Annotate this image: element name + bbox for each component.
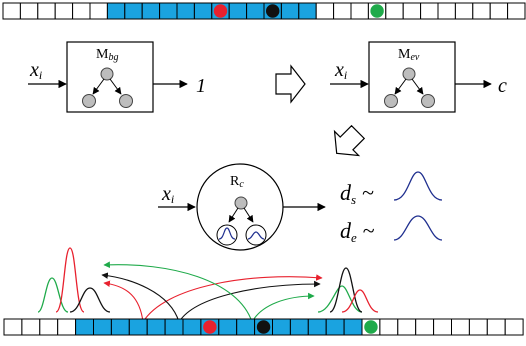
black-marker bbox=[265, 4, 280, 18]
red-marker bbox=[203, 320, 217, 334]
frame-cell bbox=[110, 318, 130, 336]
frame-cell bbox=[325, 318, 345, 336]
regressor-input: xi bbox=[161, 183, 174, 206]
green-marker bbox=[364, 320, 378, 334]
frame-cell bbox=[343, 318, 363, 336]
frame-cell bbox=[333, 2, 352, 20]
gaussian-curve-icon bbox=[218, 227, 236, 240]
gaussian-curve-icon bbox=[393, 215, 443, 241]
frame-cell bbox=[164, 318, 184, 336]
frame-cell bbox=[246, 2, 265, 20]
frame-cell bbox=[468, 318, 488, 336]
frame-cell bbox=[315, 2, 335, 20]
gaussian-curve-icon bbox=[247, 231, 265, 240]
frame-cell bbox=[193, 2, 213, 20]
hollow-right-arrow-icon bbox=[275, 64, 306, 104]
frame-cell bbox=[72, 2, 91, 20]
regressor-leaf-end bbox=[245, 224, 267, 246]
frame-cell bbox=[507, 2, 526, 20]
frame-cell bbox=[54, 2, 74, 20]
frame-cell bbox=[415, 318, 435, 336]
gaussian-curve-icon bbox=[393, 171, 443, 201]
frame-cell bbox=[57, 318, 77, 336]
regressor-leaf-start bbox=[216, 224, 238, 246]
frame-cell bbox=[228, 2, 248, 20]
frame-cell bbox=[385, 2, 404, 20]
model-bg-label: Mbg bbox=[96, 47, 118, 63]
frame-cell bbox=[379, 318, 399, 336]
frame-cell bbox=[182, 318, 202, 336]
frame-cell bbox=[176, 2, 195, 20]
start-distributions bbox=[37, 247, 111, 313]
frame-cell bbox=[397, 318, 417, 336]
regressor-label: Rc bbox=[230, 174, 244, 190]
frame-cell bbox=[124, 2, 143, 20]
frame-cell bbox=[454, 2, 474, 20]
top-frame-strip bbox=[2, 2, 526, 20]
model-ev-block: xi Mev c bbox=[330, 41, 507, 113]
tree-graph-icon bbox=[82, 67, 133, 108]
frame-cell bbox=[451, 318, 470, 336]
frame-cell bbox=[433, 318, 453, 336]
frame-cell bbox=[106, 2, 126, 20]
frame-cell bbox=[350, 2, 369, 20]
frame-cell bbox=[93, 318, 112, 336]
frame-cell bbox=[437, 2, 456, 20]
model-ev-output: c bbox=[498, 75, 507, 97]
frame-cell bbox=[2, 2, 21, 20]
frame-cell bbox=[289, 318, 309, 336]
model-bg-input: xi bbox=[29, 59, 42, 82]
regressor-root-node bbox=[234, 196, 248, 210]
green-marker bbox=[370, 4, 384, 18]
output-ds: ds ~ bbox=[340, 180, 374, 207]
frame-cell bbox=[236, 318, 256, 336]
frame-cell bbox=[218, 318, 238, 336]
black-marker bbox=[256, 320, 271, 334]
model-ev-input: xi bbox=[334, 59, 347, 82]
end-distributions bbox=[317, 267, 379, 313]
frame-cell bbox=[3, 318, 23, 336]
red-marker bbox=[213, 4, 228, 18]
output-de: de ~ bbox=[340, 218, 375, 245]
model-bg-block: xi Mbg 1 bbox=[28, 41, 206, 113]
frame-cell bbox=[37, 2, 56, 20]
frame-cell bbox=[504, 318, 524, 336]
frame-cell bbox=[486, 318, 506, 336]
regressor-block: xi Rc ds ~ de ~ bbox=[158, 163, 443, 251]
frame-cell bbox=[128, 318, 148, 336]
hollow-down-left-arrow-icon bbox=[333, 124, 366, 157]
frame-cell bbox=[146, 318, 166, 336]
frame-cell bbox=[89, 2, 108, 20]
frame-cell bbox=[420, 2, 439, 20]
frame-cell bbox=[272, 318, 291, 336]
frame-cell bbox=[402, 2, 422, 20]
frame-cell bbox=[21, 318, 41, 336]
model-ev-label: Mev bbox=[398, 47, 420, 63]
frame-cell bbox=[307, 318, 327, 336]
frame-cell bbox=[159, 2, 178, 20]
bottom-frame-strip bbox=[3, 318, 524, 336]
frame-cell bbox=[280, 2, 300, 20]
frame-cell bbox=[472, 2, 491, 20]
frame-cell bbox=[298, 2, 317, 20]
frame-cell bbox=[75, 318, 94, 336]
frame-cell bbox=[19, 2, 39, 20]
frame-cell bbox=[39, 318, 59, 336]
tree-graph-icon bbox=[384, 67, 435, 108]
model-bg-output: 1 bbox=[196, 75, 206, 97]
frame-cell bbox=[141, 2, 161, 20]
frame-cell bbox=[489, 2, 509, 20]
boundary-arrows bbox=[101, 261, 323, 323]
